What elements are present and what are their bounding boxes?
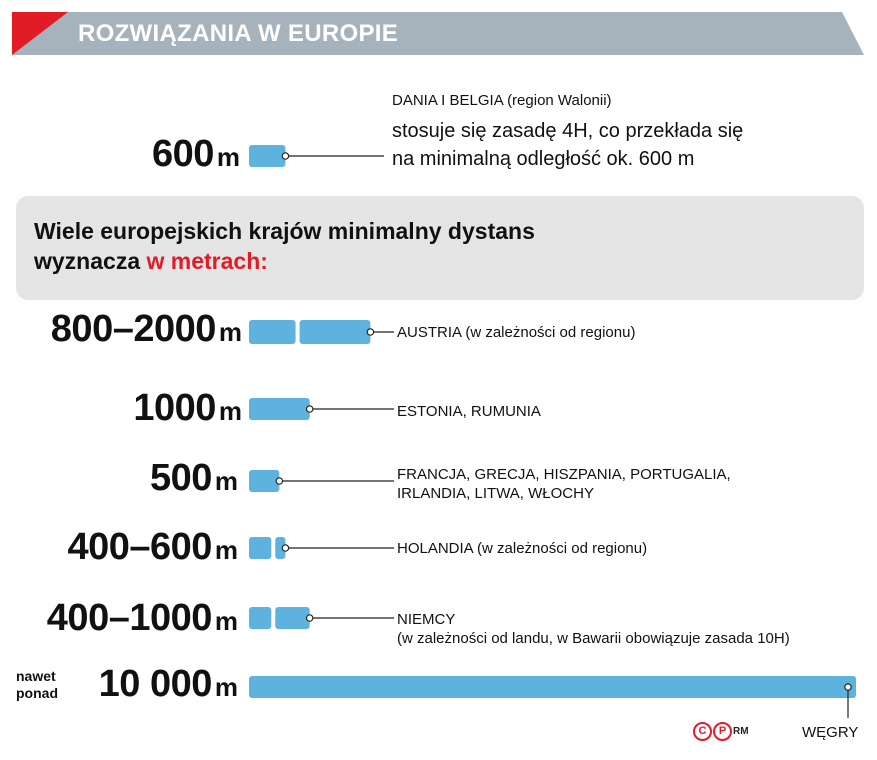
callout-highlight: w metrach: — [146, 248, 268, 274]
bar-range-1 — [299, 320, 371, 344]
label-line-1: FRANCJA, GRECJA, HISZPANIA, PORTUGALIA, — [397, 466, 731, 483]
value-number: 400–600 — [67, 526, 212, 568]
label-line-2: (w zależności od landu, w Bawarii obowią… — [397, 630, 790, 647]
value-denmark: 600 m — [100, 133, 240, 176]
bar-3 — [249, 470, 280, 492]
callout-line-1: Wiele europejskich krajów minimalny dyst… — [34, 218, 535, 244]
prefix-line-2: ponad — [16, 685, 58, 701]
label-line-1: ESTONIA, RUMUNIA — [397, 403, 541, 420]
label-line-1: WĘGRY — [802, 724, 859, 741]
prefix-line-1: nawet — [16, 668, 56, 684]
label-germany: NIEMCY (w zależności od landu, w Bawarii… — [397, 610, 790, 648]
value-number: 800–2000 — [50, 308, 217, 350]
bar-min-1 — [249, 320, 296, 344]
value-unit: m — [218, 396, 242, 426]
denmark-description: stosuje się zasadę 4H, co przekłada się … — [392, 117, 862, 173]
value-number: 500 — [149, 457, 212, 499]
credit-logo: C P RM — [693, 722, 749, 741]
copyright-icon: C — [693, 722, 712, 741]
prefix-nawet-ponad: nawet ponad — [16, 668, 58, 702]
value-germany: 400–1000 m — [10, 597, 238, 640]
value-unit: m — [214, 466, 238, 496]
bar-6 — [249, 676, 856, 698]
callout-box: Wiele europejskich krajów minimalny dyst… — [16, 196, 864, 300]
label-hungary: WĘGRY — [802, 723, 858, 742]
leader-dot-4 — [281, 544, 290, 552]
value-number: 400–1000 — [46, 597, 213, 639]
bar-min-5 — [249, 607, 272, 629]
value-unit: m — [218, 317, 242, 347]
label-denmark-belgium: DANIA I BELGIA (region Walonii) — [392, 92, 612, 109]
desc-line-1: stosuje się zasadę 4H, co przekłada się — [392, 120, 744, 142]
page-title: ROZWIĄZANIA W EUROPIE — [78, 20, 399, 47]
label-holland: HOLANDIA (w zależności od regionu) — [397, 539, 647, 558]
value-unit: m — [216, 142, 240, 172]
bar-range-4 — [275, 537, 286, 559]
leader-dot-6 — [844, 683, 852, 691]
value-unit: m — [214, 535, 238, 565]
value-france: 500 m — [10, 457, 238, 500]
leader-dot-1 — [366, 328, 375, 336]
bar-min-4 — [249, 537, 272, 559]
bar-0 — [249, 145, 286, 167]
label-estonia: ESTONIA, RUMUNIA — [397, 402, 541, 421]
callout-prefix: wyznacza — [34, 248, 147, 274]
author-initials: RM — [733, 726, 749, 737]
header-shape — [12, 12, 864, 55]
bar-range-5 — [275, 607, 310, 629]
leader-dot-0 — [281, 152, 290, 160]
leader-dot-5 — [305, 614, 314, 622]
value-unit: m — [214, 672, 238, 702]
label-france: FRANCJA, GRECJA, HISZPANIA, PORTUGALIA, … — [397, 465, 731, 503]
label-line-1: NIEMCY — [397, 611, 456, 628]
value-number: 1000 — [133, 387, 216, 429]
label-line-1: HOLANDIA (w zależności od regionu) — [397, 540, 648, 557]
label-line-1: AUSTRIA (w zależności od regionu) — [397, 324, 636, 341]
bar-2 — [249, 398, 310, 420]
value-estonia: 1000 m — [10, 387, 242, 430]
leader-dot-3 — [275, 477, 284, 485]
callout-text: Wiele europejskich krajów minimalny dyst… — [34, 216, 535, 276]
value-holland: 400–600 m — [10, 526, 238, 569]
desc-line-2: na minimalną odległość ok. 600 m — [392, 148, 695, 170]
value-unit: m — [214, 606, 238, 636]
header-banner: ROZWIĄZANIA W EUROPIE — [12, 12, 864, 55]
country-name: DANIA I BELGIA — [392, 92, 503, 109]
region-note: (region Walonii) — [507, 92, 612, 109]
label-line-2: IRLANDIA, LITWA, WŁOCHY — [397, 485, 594, 502]
label-austria: AUSTRIA (w zależności od regionu) — [397, 323, 635, 342]
value-number: 10 000 — [98, 663, 213, 705]
value-number: 600 — [151, 133, 214, 175]
copyright-p-icon: P — [713, 722, 732, 741]
value-austria: 800–2000 m — [10, 308, 242, 351]
leader-dot-2 — [305, 405, 314, 413]
value-hungary: 10 000 m — [76, 663, 238, 706]
callout-line-2: wyznacza w metrach: — [34, 246, 535, 276]
